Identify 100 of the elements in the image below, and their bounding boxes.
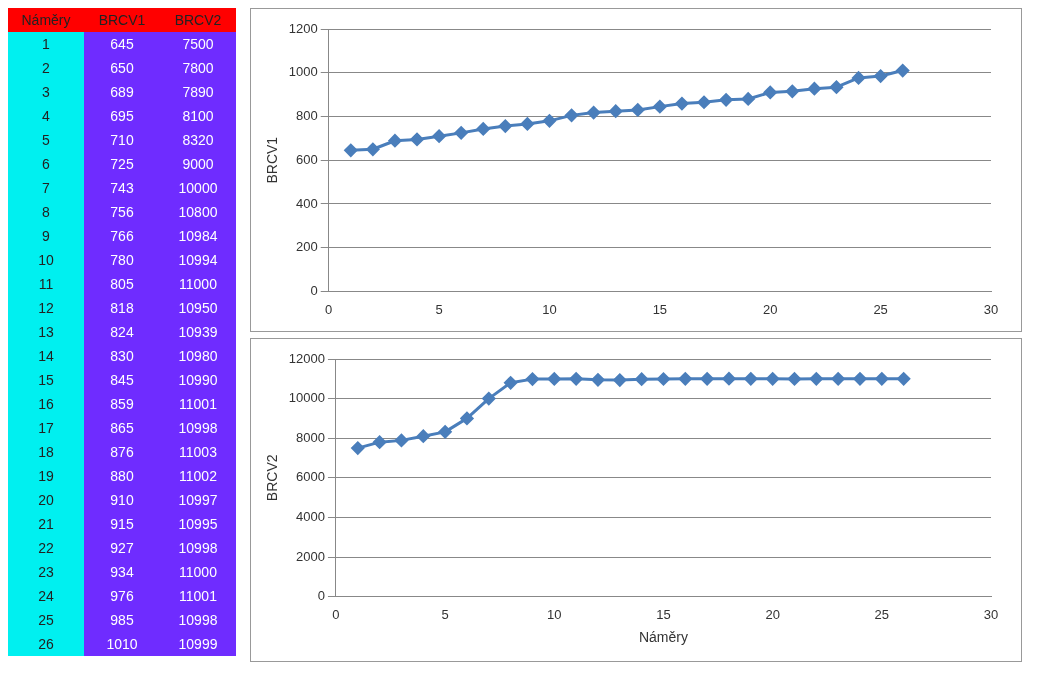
data-label: 11000 <box>160 272 236 296</box>
point <box>656 372 670 386</box>
x-tick-label: 25 <box>874 606 890 622</box>
point <box>722 372 736 386</box>
data-label: 10984 <box>160 224 236 248</box>
point <box>591 373 605 387</box>
data-label: 11001 <box>160 392 236 416</box>
point <box>675 97 689 111</box>
point <box>875 372 889 386</box>
data-label: 976 <box>84 584 160 608</box>
data-label: 876 <box>84 440 160 464</box>
point <box>631 103 645 117</box>
point <box>763 85 777 99</box>
data-label: 845 <box>84 368 160 392</box>
data-label: 865 <box>84 416 160 440</box>
data-label: 927 <box>84 536 160 560</box>
data-label: 880 <box>84 464 160 488</box>
point <box>454 126 468 140</box>
point <box>344 143 358 157</box>
point <box>785 84 799 98</box>
point <box>700 372 714 386</box>
point <box>394 433 408 447</box>
y-tick-label: 10 <box>8 248 84 272</box>
point <box>874 69 888 83</box>
data-label: 824 <box>84 320 160 344</box>
data-label: 11003 <box>160 440 236 464</box>
x-tick-label: 15 <box>656 606 671 622</box>
y-tick-label: 20 <box>8 488 84 512</box>
data-label: 689 <box>84 80 160 104</box>
y-axis-title: BRCV1 <box>264 136 281 184</box>
x-tick-label: 5 <box>435 301 443 317</box>
point <box>896 64 910 78</box>
data-label: 10800 <box>160 200 236 224</box>
point <box>809 372 823 386</box>
point <box>525 372 539 386</box>
y-tick-label: 26 <box>8 632 84 656</box>
point <box>476 122 490 136</box>
y-tick-label: 5 <box>8 128 84 152</box>
data-label: 11002 <box>160 464 236 488</box>
point <box>388 134 402 148</box>
x-tick-label: 5 <box>441 606 449 622</box>
y-tick-label: 600 <box>296 151 318 167</box>
data-label: 985 <box>84 608 160 632</box>
point <box>565 108 579 122</box>
y-tick-label: 16 <box>8 392 84 416</box>
data-label: 1010 <box>84 632 160 656</box>
data-label: 710 <box>84 128 160 152</box>
y-tick-label: 1 <box>8 32 84 56</box>
data-label: 10939 <box>160 320 236 344</box>
y-tick-label: 200 <box>296 239 318 255</box>
x-tick-label: 30 <box>983 301 999 317</box>
data-label: 725 <box>84 152 160 176</box>
point <box>613 373 627 387</box>
y-tick-label: 1200 <box>288 20 318 36</box>
point <box>520 117 534 131</box>
data-label: 650 <box>84 56 160 80</box>
y-tick-label: 2 <box>8 56 84 80</box>
data-label: 766 <box>84 224 160 248</box>
point <box>609 104 623 118</box>
y-axis-title: Náměry <box>20 11 72 30</box>
y-tick-label: 24 <box>8 584 84 608</box>
y-tick-label: 4000 <box>296 508 325 524</box>
point <box>410 132 424 146</box>
data-label: 10994 <box>160 248 236 272</box>
x-tick-label: 25 <box>873 301 888 317</box>
point <box>432 129 446 143</box>
y-tick-label: 2000 <box>296 548 325 564</box>
data-label: 10995 <box>160 512 236 536</box>
x-tick-label: 10 <box>547 606 562 622</box>
point <box>498 119 512 133</box>
y-axis-title: BRCV2 <box>264 454 281 502</box>
data-label: 915 <box>84 512 160 536</box>
x-tick-label: 0 <box>332 606 340 622</box>
y-tick-label: 6000 <box>296 469 325 485</box>
point <box>438 425 452 439</box>
data-label: 830 <box>84 344 160 368</box>
y-tick-label: 4 <box>8 104 84 128</box>
data-label: 10000 <box>160 176 236 200</box>
point <box>460 411 474 425</box>
data-label: 9000 <box>160 152 236 176</box>
data-label: 934 <box>84 560 160 584</box>
y-tick-label: 400 <box>296 195 318 211</box>
point <box>373 435 387 449</box>
data-label: 780 <box>84 248 160 272</box>
x-tick-label: 20 <box>765 606 780 622</box>
x-tick-label: 30 <box>983 606 999 622</box>
y-tick-label: 8000 <box>296 429 325 445</box>
data-label: 10950 <box>160 296 236 320</box>
point <box>366 142 380 156</box>
y-tick-label: 14 <box>8 344 84 368</box>
point <box>569 372 583 386</box>
point <box>416 429 430 443</box>
data-label: 10980 <box>160 344 236 368</box>
point <box>587 106 601 120</box>
point <box>829 80 843 94</box>
point <box>504 376 518 390</box>
y-tick-label: 17 <box>8 416 84 440</box>
data-label: 10998 <box>160 536 236 560</box>
point <box>635 372 649 386</box>
y-tick-label: 18 <box>8 440 84 464</box>
